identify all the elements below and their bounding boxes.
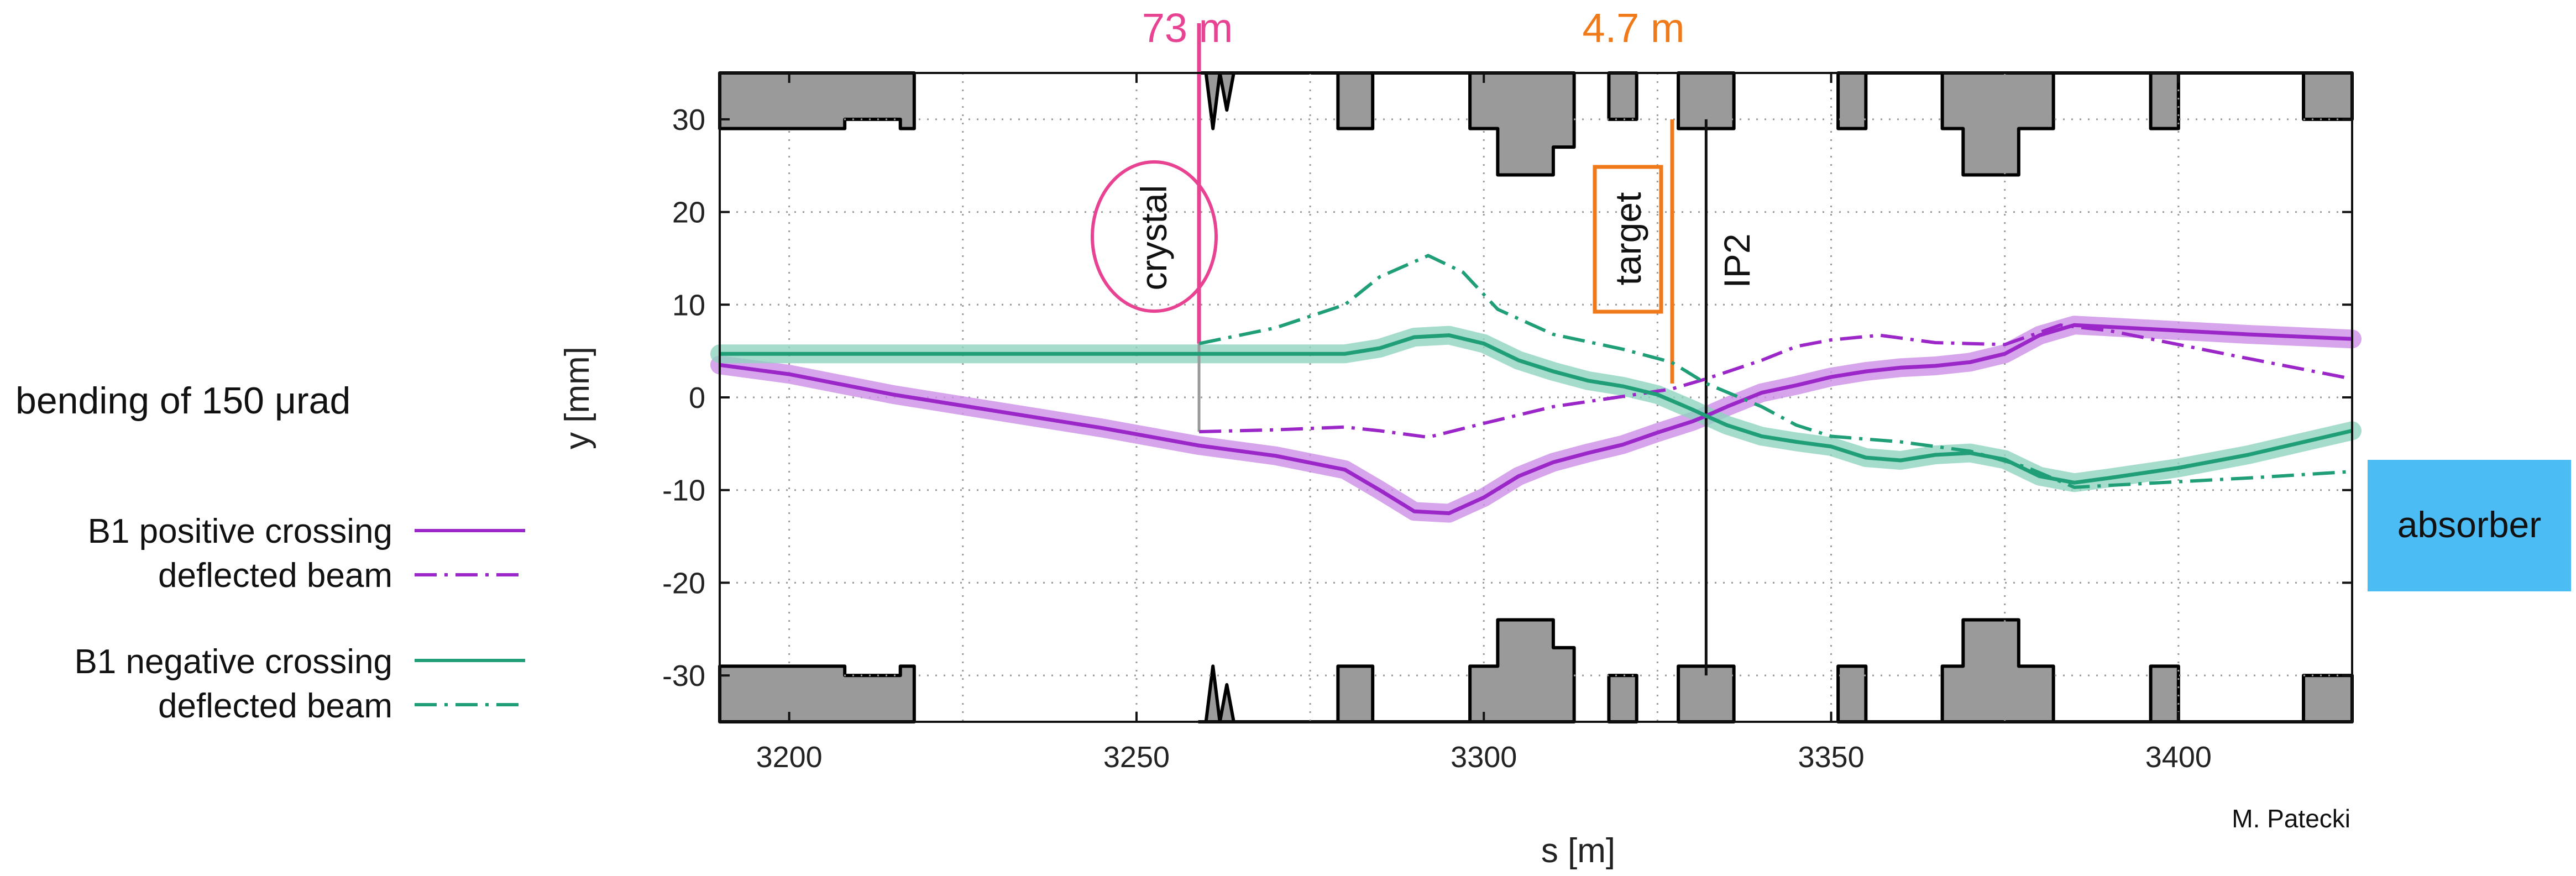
target-box bbox=[1593, 165, 1663, 314]
x-axis-label: s [m] bbox=[1541, 832, 1615, 870]
series-line-3 bbox=[1198, 254, 2353, 489]
aperture-bottom-1 bbox=[1197, 618, 1576, 723]
series-line-2 bbox=[720, 333, 2353, 485]
crystal-label: crystal bbox=[1133, 185, 1174, 291]
aperture-top-4 bbox=[1836, 71, 2354, 177]
series-line-0 bbox=[719, 323, 2353, 516]
x-tick-label: 3400 bbox=[2145, 741, 2212, 774]
target-label: target bbox=[1608, 192, 1648, 286]
aperture-top-0 bbox=[718, 71, 916, 130]
tick-layer: 3200 3250 3300 3350 3400 -30 -20 -10 0 10 20 30 bbox=[662, 73, 2352, 774]
credit-label: M. Patecki bbox=[2232, 804, 2350, 833]
legend-label-negative-crossing: B1 negative crossing bbox=[74, 643, 392, 681]
y-tick-label: 10 bbox=[672, 288, 705, 322]
distance-label-target: 4.7 m bbox=[1582, 5, 1684, 51]
aperture-top-1 bbox=[1197, 71, 1576, 177]
x-tick-label: 3200 bbox=[756, 741, 823, 774]
legend-label-positive-deflected: deflected beam bbox=[158, 557, 392, 595]
distance-label-crystal: 73 m bbox=[1142, 5, 1233, 51]
aperture-bottom-4 bbox=[1836, 618, 2354, 723]
x-tick-label: 3250 bbox=[1103, 741, 1170, 774]
series-layer bbox=[719, 254, 2353, 516]
y-tick-label: -10 bbox=[662, 474, 705, 507]
absorber-label: absorber bbox=[2397, 504, 2542, 545]
aperture-top-2 bbox=[1607, 71, 1638, 121]
crystal-ellipse bbox=[1091, 160, 1218, 313]
y-axis-label: y [mm] bbox=[558, 347, 596, 449]
series-line-1 bbox=[1199, 323, 2353, 439]
legend-label-negative-deflected: deflected beam bbox=[158, 687, 392, 725]
legend-label-positive-crossing: B1 positive crossing bbox=[88, 512, 392, 550]
y-tick-label: 30 bbox=[672, 103, 705, 137]
ip2-label: IP2 bbox=[1716, 233, 1757, 288]
absorber-box bbox=[2368, 460, 2571, 591]
aperture-bottom-0 bbox=[718, 664, 916, 723]
bending-note: bending of 150 μrad bbox=[15, 380, 350, 422]
y-tick-label: 0 bbox=[689, 381, 705, 415]
legend: B1 positive crossing deflected beam B1 n… bbox=[74, 512, 525, 725]
x-tick-label: 3350 bbox=[1798, 741, 1864, 774]
aperture-bottom-2 bbox=[1607, 674, 1638, 723]
x-tick-label: 3300 bbox=[1451, 741, 1517, 774]
y-tick-label: -20 bbox=[662, 566, 705, 600]
y-tick-label: 20 bbox=[672, 196, 705, 229]
y-tick-label: -30 bbox=[662, 659, 705, 693]
